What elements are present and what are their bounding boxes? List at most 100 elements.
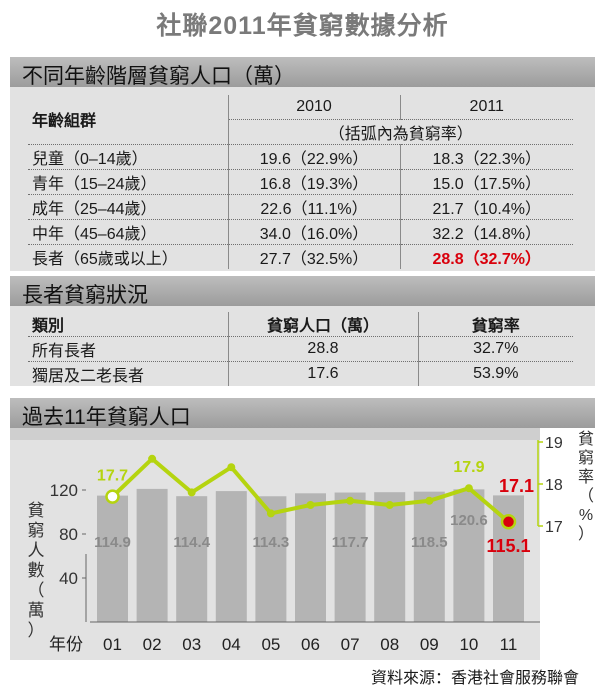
table-row: 中年（45–64歲） 34.0（16.0%） 32.2（14.8%） bbox=[28, 218, 573, 244]
right-axis-title: 貧窮率（%） bbox=[578, 430, 594, 543]
rate-value-label: 17.7 bbox=[97, 468, 128, 485]
table-row: 青年（15–24歲） 16.8（19.3%） 15.0（17.5%） bbox=[28, 168, 573, 194]
age-group-label: 成年（25–44歲） bbox=[28, 193, 228, 219]
value-2011: 15.0（17.5%） bbox=[399, 168, 573, 194]
bar-04 bbox=[215, 491, 247, 622]
bar-value-label: 114.4 bbox=[173, 534, 210, 551]
bar-value-label: 120.6 bbox=[450, 512, 488, 529]
bar-value-label: 115.1 bbox=[486, 536, 530, 556]
x-tick-label: 05 bbox=[261, 635, 280, 654]
bar-06 bbox=[295, 493, 326, 622]
rate-value-label: 17.1 bbox=[499, 476, 534, 496]
population-value: 28.8 bbox=[227, 336, 418, 362]
rate-point-04 bbox=[227, 463, 236, 472]
header-year-2010: 2010 bbox=[227, 95, 400, 119]
x-tick-label: 01 bbox=[103, 635, 122, 654]
left-axis-title: 貧窮人數（萬） bbox=[28, 501, 45, 640]
category-label: 所有長者 bbox=[28, 336, 228, 362]
bar-value-label: 117.7 bbox=[332, 534, 369, 551]
bar-series bbox=[97, 488, 524, 622]
right-tick-label: 18 bbox=[545, 477, 563, 494]
rate-point-11 bbox=[500, 514, 517, 530]
source-note: 資料來源：香港社會服務聯會 bbox=[370, 670, 579, 687]
section-title: 過去11年貧窮人口 bbox=[22, 406, 191, 429]
bar-09 bbox=[413, 491, 445, 622]
rate-point-08 bbox=[385, 501, 394, 509]
value-2011-highlight: 28.8（32.7%） bbox=[399, 243, 573, 269]
section-header-age-groups: 不同年齡階層貧窮人口（萬） bbox=[10, 57, 595, 88]
value-2011: 32.2（14.8%） bbox=[399, 218, 573, 244]
rate-value: 32.7% bbox=[417, 336, 573, 362]
rate-point-06 bbox=[306, 501, 315, 509]
section-header-trend: 過去11年貧窮人口 bbox=[10, 398, 595, 429]
table-row: 獨居及二老長者 17.6 53.9% bbox=[28, 361, 573, 386]
x-tick-label: 11 bbox=[500, 635, 518, 654]
left-tick-label: 80 bbox=[59, 525, 78, 544]
value-2010: 22.6（11.1%） bbox=[227, 193, 400, 219]
bar-value-label: 114.3 bbox=[253, 534, 290, 551]
bar-07 bbox=[334, 492, 366, 622]
elderly-table: 類別 貧窮人口（萬） 貧窮率 所有長者 28.8 32.7% 獨居及二老長者 1… bbox=[28, 312, 573, 386]
page-title: 社聯2011年貧窮數據分析 bbox=[156, 12, 449, 40]
table-row: 所有長者 28.8 32.7% bbox=[28, 336, 573, 362]
rate-note: （括弧內為貧窮率） bbox=[227, 118, 573, 144]
right-tick-label: 19 bbox=[545, 435, 563, 452]
age-group-label: 中年（45–64歲） bbox=[28, 218, 228, 244]
x-tick-label: 10 bbox=[459, 635, 478, 654]
x-axis: 年份 01 02 03 04 05 06 07 08 09 10 11 bbox=[49, 621, 540, 654]
header-age-group: 年齡組群 bbox=[32, 113, 97, 131]
line-labels: 17.7 17.9 17.1 bbox=[97, 459, 534, 496]
rate-value-label: 17.9 bbox=[453, 459, 484, 476]
table-row: 長者（65歲或以上） 27.7（32.5%） 28.8（32.7%） bbox=[28, 243, 573, 269]
population-value: 17.6 bbox=[227, 361, 418, 386]
value-2010: 27.7（32.5%） bbox=[227, 243, 400, 269]
table-note-row: （括弧內為貧窮率） bbox=[28, 118, 573, 144]
table-row: 兒童（0–14歲） 19.6（22.9%） 18.3（22.3%） bbox=[28, 143, 573, 169]
header-rate: 貧窮率 bbox=[417, 312, 573, 337]
x-tick-label: 07 bbox=[341, 635, 360, 654]
left-axis: 40 80 120 貧窮人數（萬） bbox=[28, 481, 87, 640]
section-header-elderly: 長者貧窮狀況 bbox=[10, 276, 595, 307]
bar-08 bbox=[374, 492, 406, 622]
x-tick-label: 06 bbox=[301, 635, 320, 654]
rate-point-05 bbox=[266, 509, 275, 518]
x-tick-label: 02 bbox=[143, 635, 162, 654]
left-tick-label: 120 bbox=[50, 481, 78, 500]
bar-value-label: 114.9 bbox=[94, 534, 131, 551]
bar-value-label: 118.5 bbox=[411, 534, 448, 551]
value-2010: 34.0（16.0%） bbox=[227, 218, 400, 244]
value-2011: 18.3（22.3%） bbox=[399, 143, 573, 169]
section-title: 不同年齡階層貧窮人口（萬） bbox=[22, 65, 295, 88]
table-row: 成年（25–44歲） 22.6（11.1%） 21.7（10.4%） bbox=[28, 193, 573, 219]
x-tick-label: 03 bbox=[182, 635, 201, 654]
rate-point-02 bbox=[148, 454, 157, 463]
table-header-row: 年齡組群 2010 2011 bbox=[28, 95, 573, 130]
value-2010: 19.6（22.9%） bbox=[227, 143, 400, 169]
rate-point-07 bbox=[346, 496, 355, 505]
left-tick-label: 40 bbox=[59, 569, 78, 588]
rate-point-01 bbox=[105, 489, 120, 504]
age-group-table: 年齡組群 2010 2011 （括弧內為貧窮率） 兒童（0–14歲） 19.6（… bbox=[28, 95, 573, 269]
rate-point-09 bbox=[425, 496, 434, 505]
age-group-label: 兒童（0–14歲） bbox=[28, 143, 228, 169]
rate-point-10 bbox=[464, 484, 473, 493]
right-axis: 17 18 19 貧窮率（%） bbox=[537, 430, 594, 543]
poverty-trend-chart: 40 80 120 貧窮人數（萬） 114.9 114.4 114.3 117.7 118.5… bbox=[10, 428, 594, 660]
line-series bbox=[105, 454, 517, 530]
section-title: 長者貧窮狀況 bbox=[22, 284, 148, 307]
bar-01 bbox=[97, 495, 128, 622]
rate-point-03 bbox=[187, 488, 196, 497]
rate-value: 53.9% bbox=[417, 361, 573, 386]
bar-03 bbox=[176, 496, 208, 622]
value-2011: 21.7（10.4%） bbox=[399, 193, 573, 219]
x-tick-label: 04 bbox=[222, 635, 241, 654]
header-category: 類別 bbox=[32, 318, 65, 335]
chart-top-shade bbox=[10, 428, 540, 440]
category-label: 獨居及二老長者 bbox=[28, 361, 228, 386]
table-header-row: 類別 貧窮人口（萬） 貧窮率 bbox=[28, 312, 573, 337]
x-tick-label: 08 bbox=[380, 635, 399, 654]
bar-10 bbox=[453, 489, 485, 622]
header-population: 貧窮人口（萬） bbox=[227, 312, 418, 337]
x-tick-label: 09 bbox=[420, 635, 439, 654]
